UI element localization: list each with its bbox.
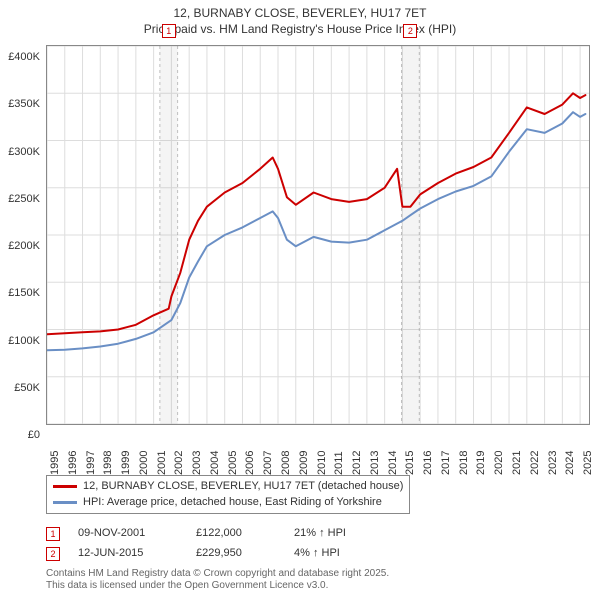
x-tick-label: 2025	[582, 451, 594, 475]
x-tick-label: 2019	[475, 451, 487, 475]
title-line-2: Price paid vs. HM Land Registry's House …	[0, 22, 600, 38]
y-tick-label: £50K	[14, 382, 40, 394]
x-axis-labels: 1995199619971998199920002001200220032004…	[46, 429, 600, 469]
x-tick-label: 2009	[298, 451, 310, 475]
y-tick-label: £300K	[8, 146, 40, 158]
x-tick-label: 1995	[49, 451, 61, 475]
sale-row-marker: 1	[46, 527, 60, 541]
sale-date: 09-NOV-2001	[78, 524, 178, 544]
sales-table: 1 09-NOV-2001 £122,000 21% ↑ HPI 2 12-JUN-201…	[46, 524, 590, 564]
x-tick-label: 2021	[511, 451, 523, 475]
x-tick-label: 2022	[529, 451, 541, 475]
y-tick-label: £150K	[8, 287, 40, 299]
chart-legend: 12, BURNABY CLOSE, BEVERLEY, HU17 7ET (d…	[46, 475, 410, 514]
chart-plot-area: 12	[46, 45, 590, 425]
chart-title: 12, BURNABY CLOSE, BEVERLEY, HU17 7ET Pr…	[0, 0, 600, 37]
x-tick-label: 2001	[156, 451, 168, 475]
y-tick-label: £200K	[8, 240, 40, 252]
sale-row: 2 12-JUN-2015 £229,950 4% ↑ HPI	[46, 544, 590, 564]
x-tick-label: 2002	[173, 451, 185, 475]
x-tick-label: 2024	[564, 451, 576, 475]
x-tick-label: 1999	[120, 451, 132, 475]
legend-swatch	[53, 501, 77, 504]
legend-swatch	[53, 485, 77, 488]
x-tick-label: 2017	[440, 451, 452, 475]
title-line-1: 12, BURNABY CLOSE, BEVERLEY, HU17 7ET	[0, 6, 600, 22]
y-axis-labels: £0£50K£100K£150K£200K£250K£300K£350K£400…	[0, 56, 44, 436]
x-tick-label: 2023	[547, 451, 559, 475]
x-tick-label: 2010	[316, 451, 328, 475]
y-tick-label: £250K	[8, 193, 40, 205]
legend-row: 12, BURNABY CLOSE, BEVERLEY, HU17 7ET (d…	[53, 479, 403, 494]
x-tick-label: 2011	[333, 452, 345, 476]
sale-row: 1 09-NOV-2001 £122,000 21% ↑ HPI	[46, 524, 590, 544]
x-tick-label: 2014	[387, 451, 399, 475]
sale-delta: 4% ↑ HPI	[294, 544, 384, 564]
x-tick-label: 1998	[102, 451, 114, 475]
footnote-line-2: This data is licensed under the Open Gov…	[46, 580, 566, 592]
sale-marker-2: 2	[403, 24, 417, 38]
chart-svg	[47, 46, 589, 424]
x-tick-label: 2005	[227, 451, 239, 475]
x-tick-label: 2018	[458, 451, 470, 475]
y-tick-label: £0	[28, 429, 40, 441]
y-tick-label: £100K	[8, 335, 40, 347]
x-tick-label: 2013	[369, 451, 381, 475]
legend-row: HPI: Average price, detached house, East…	[53, 495, 403, 510]
x-tick-label: 2020	[493, 451, 505, 475]
x-tick-label: 2004	[209, 451, 221, 475]
sale-marker-1: 1	[162, 24, 176, 38]
x-tick-label: 1996	[67, 451, 79, 475]
sale-price: £122,000	[196, 524, 276, 544]
legend-label: HPI: Average price, detached house, East…	[83, 495, 382, 510]
x-tick-label: 2003	[191, 451, 203, 475]
x-tick-label: 2000	[138, 451, 150, 475]
y-tick-label: £400K	[8, 51, 40, 63]
x-tick-label: 2015	[404, 451, 416, 475]
sale-delta: 21% ↑ HPI	[294, 524, 384, 544]
footnote-line-1: Contains HM Land Registry data © Crown c…	[46, 568, 566, 580]
x-tick-label: 2012	[351, 451, 363, 475]
x-tick-label: 1997	[85, 451, 97, 475]
y-tick-label: £350K	[8, 98, 40, 110]
legend-label: 12, BURNABY CLOSE, BEVERLEY, HU17 7ET (d…	[83, 479, 403, 494]
sale-price: £229,950	[196, 544, 276, 564]
footnote: Contains HM Land Registry data © Crown c…	[46, 568, 566, 592]
sale-date: 12-JUN-2015	[78, 544, 178, 564]
x-tick-label: 2008	[280, 451, 292, 475]
sale-row-marker: 2	[46, 547, 60, 561]
x-tick-label: 2006	[244, 451, 256, 475]
x-tick-label: 2016	[422, 451, 434, 475]
x-tick-label: 2007	[262, 451, 274, 475]
